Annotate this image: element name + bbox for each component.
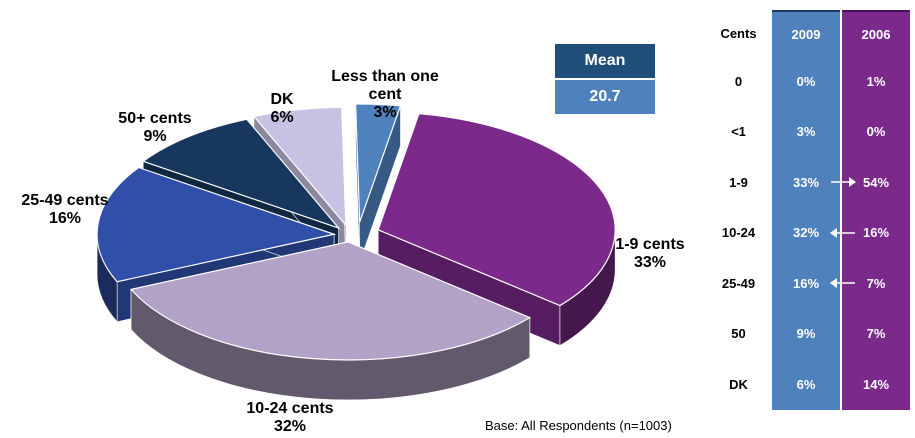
arrow-left-icon — [830, 227, 855, 238]
arrow-left-icon — [830, 278, 855, 289]
slice-value: 9% — [143, 128, 167, 145]
value-2006-cell: 14% — [842, 359, 910, 410]
column-header-2009: 2009 — [772, 10, 840, 56]
value-2009-cell: 3% — [772, 106, 840, 157]
column-header-cents: Cents — [720, 25, 757, 41]
cents-cell: 10-24 — [721, 225, 756, 241]
value-2006-cell: 0% — [842, 106, 910, 157]
slice-label: 10-24 cents 32% — [240, 400, 340, 436]
value-2009-cell: 0% — [772, 56, 840, 107]
mean-value: 20.7 — [555, 80, 655, 114]
table-row: 25-49 16% 7% — [705, 258, 915, 309]
cents-cell: 50 — [731, 326, 746, 342]
slice-label: 25-49 cents 16% — [5, 192, 125, 228]
slice-label: 1-9 cents 33% — [605, 236, 695, 272]
slice-value: 16% — [48, 210, 82, 227]
slice-name: Less than one — [331, 68, 439, 85]
value-2009-cell: 33% — [772, 157, 840, 208]
pie-slice-less-than-one-cent — [354, 103, 402, 263]
column-header-2006: 2006 — [842, 10, 910, 56]
slice-label: Less than one cent 3% — [315, 68, 455, 122]
cents-cell: DK — [729, 376, 748, 392]
table-row: 10-24 32% 16% — [705, 207, 915, 258]
value-2009-cell: 32% — [772, 207, 840, 258]
slice-name: 10-24 cents — [246, 400, 334, 417]
cents-cell: 0 — [734, 73, 743, 89]
slice-value: 32% — [273, 418, 307, 435]
slice-label: DK 6% — [257, 91, 307, 127]
slice-value: 3% — [373, 104, 397, 121]
slice-name: DK — [270, 91, 294, 108]
comparison-table: Cents 2009 2006 0 0% 1% <1 3% 0% 1-9 33% 54% 10-24 32… — [705, 10, 915, 410]
arrow-right-icon — [831, 177, 856, 188]
slice-name: cent — [368, 86, 402, 103]
slice-value: 33% — [633, 254, 667, 271]
cents-cell: 1-9 — [729, 174, 748, 190]
table-row: <1 3% 0% — [705, 106, 915, 157]
value-2009-cell: 9% — [772, 308, 840, 359]
table-row: 1-9 33% 54% — [705, 157, 915, 208]
value-2009-cell: 6% — [772, 359, 840, 410]
mean-box: Mean 20.7 — [555, 44, 655, 114]
value-2006-cell: 7% — [842, 308, 910, 359]
slice-name: 50+ cents — [118, 110, 192, 127]
table-row: 50 9% 7% — [705, 308, 915, 359]
slice-label: 50+ cents 9% — [105, 110, 205, 146]
cents-cell: 25-49 — [721, 275, 756, 291]
table-row: DK 6% 14% — [705, 359, 915, 410]
table-header-row: Cents 2009 2006 — [705, 10, 915, 56]
mean-title: Mean — [555, 44, 655, 78]
slice-value: 6% — [270, 109, 294, 126]
value-2009-cell: 16% — [772, 258, 840, 309]
base-note: Base: All Respondents (n=1003) — [485, 418, 672, 433]
table-row: 0 0% 1% — [705, 56, 915, 107]
slice-name: 25-49 cents — [21, 192, 109, 209]
cents-cell: <1 — [731, 124, 746, 140]
slice-name: 1-9 cents — [615, 236, 685, 253]
value-2006-cell: 1% — [842, 56, 910, 107]
pie-slice-10-24-cents — [129, 241, 532, 401]
